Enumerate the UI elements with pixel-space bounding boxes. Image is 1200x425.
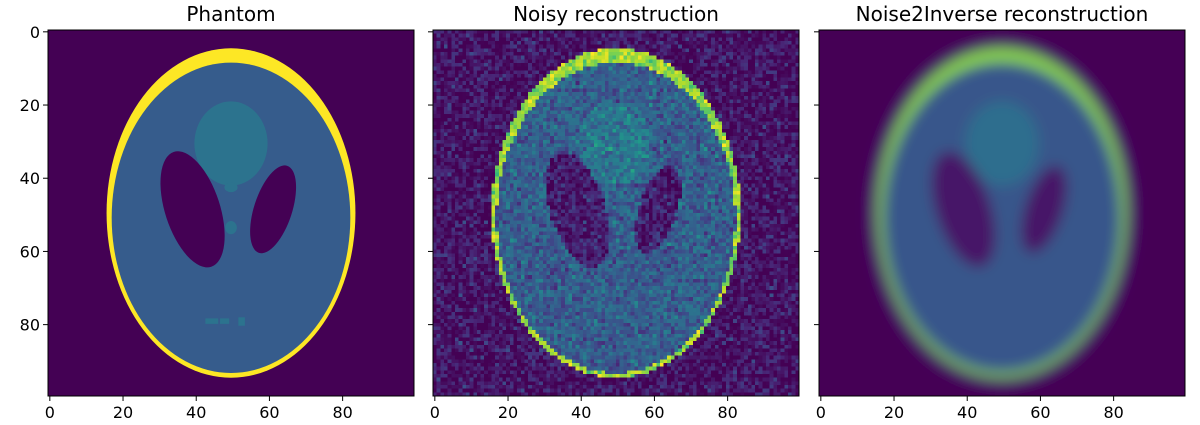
y-ticks (814, 31, 819, 326)
x-tick-label: 80 (1103, 403, 1123, 422)
x-tick-label: 20 (498, 403, 518, 422)
inner-skull (111, 62, 351, 373)
y-tick-label: 80 (20, 316, 40, 335)
heatmap-image (819, 30, 1185, 396)
x-tick-label: 60 (644, 403, 664, 422)
x-tick-label: 0 (816, 403, 826, 422)
y-tick-label: 40 (20, 169, 40, 188)
x-tick-label: 40 (571, 403, 591, 422)
panel-title: Noise2Inverse reconstruction (856, 2, 1149, 26)
pixel-grid (433, 30, 799, 396)
x-tick-label: 20 (113, 403, 133, 422)
panel-title: Phantom (186, 2, 275, 26)
panel-denoised: Noise2Inverse reconstruction 0 20 40 60 80 (814, 2, 1186, 422)
heatmap-image (48, 30, 414, 396)
x-tick-label: 80 (332, 403, 352, 422)
small-dot (238, 317, 245, 326)
x-tick-label: 60 (1030, 403, 1050, 422)
x-tick-label: 40 (186, 403, 206, 422)
panel-phantom: Phantom 0 20 40 60 80 0 20 40 60 80 (20, 2, 415, 422)
axes-frame (818, 29, 1186, 397)
left-ellipse (160, 151, 225, 268)
small-dot (225, 221, 237, 235)
axes-frame (432, 29, 800, 397)
small-dot (224, 182, 238, 193)
x-tick-label: 80 (717, 403, 737, 422)
smooth-image (819, 30, 1185, 396)
y-tick-label: 0 (30, 23, 40, 42)
x-tick-label: 0 (430, 403, 440, 422)
x-ticks: 0 20 40 60 80 (45, 396, 353, 422)
small-dot (220, 318, 230, 324)
x-tick-label: 0 (45, 403, 55, 422)
axes-frame (47, 29, 415, 397)
y-tick-label: 20 (20, 96, 40, 115)
y-tick-label: 60 (20, 242, 40, 261)
x-ticks: 0 20 40 60 80 (816, 396, 1124, 422)
panel-title: Noisy reconstruction (513, 2, 719, 26)
x-tick-label: 40 (957, 403, 977, 422)
y-ticks: 0 20 40 60 80 (20, 23, 48, 335)
heatmap-image (433, 30, 799, 396)
x-ticks: 0 20 40 60 80 (430, 396, 738, 422)
small-dot (205, 318, 219, 324)
top-blob (194, 101, 268, 186)
x-tick-label: 20 (884, 403, 904, 422)
y-ticks (428, 31, 433, 326)
right-ellipse (250, 165, 297, 254)
panel-noisy: Noisy reconstruction 0 20 40 60 80 (428, 2, 800, 422)
x-tick-label: 60 (259, 403, 279, 422)
